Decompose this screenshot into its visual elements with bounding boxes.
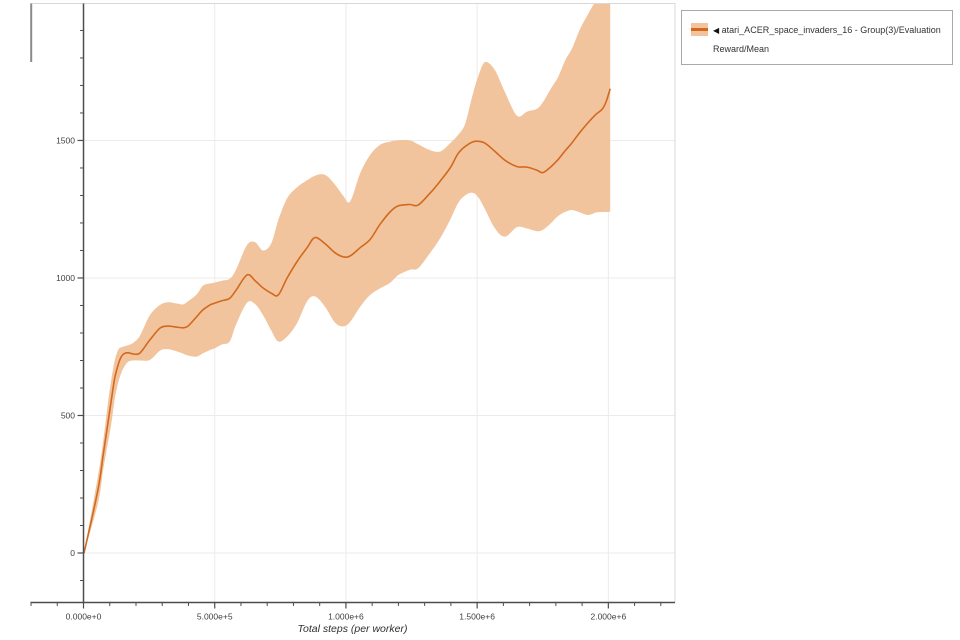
uncertainty-band bbox=[84, 3, 611, 553]
x-tick-label: 5.000e+5 bbox=[197, 612, 233, 622]
x-axis-title: Total steps (per worker) bbox=[297, 623, 408, 635]
x-tick-label: 1.500e+6 bbox=[459, 612, 495, 622]
x-tick-label: 2.000e+6 bbox=[590, 612, 626, 622]
legend-line-swatch bbox=[691, 28, 708, 31]
legend-series-name: atari_ACER_space_invaders_16 - Group(3)/… bbox=[713, 25, 941, 54]
legend-label: ◀ atari_ACER_space_invaders_16 - Group(3… bbox=[713, 21, 944, 58]
axes bbox=[30, 3, 676, 604]
y-tick-label: 500 bbox=[61, 410, 75, 420]
y-tick-label: 0 bbox=[70, 548, 75, 558]
y-tick-label: 1500 bbox=[56, 135, 75, 145]
ticks: 0.000e+0 5.000e+5 1.000e+6 1.500e+6 2.000e+6… bbox=[30, 29, 662, 622]
y-tick-label: 1000 bbox=[56, 273, 75, 283]
legend[interactable]: ◀ atari_ACER_space_invaders_16 - Group(3… bbox=[681, 10, 953, 65]
plot-area[interactable] bbox=[83, 0, 611, 554]
run-marker-icon: ◀ bbox=[713, 26, 720, 35]
mean-line bbox=[83, 88, 611, 554]
legend-band-swatch bbox=[691, 23, 708, 36]
x-tick-label: 0.000e+0 bbox=[66, 612, 102, 622]
x-tick-label: 1.000e+6 bbox=[328, 612, 364, 622]
